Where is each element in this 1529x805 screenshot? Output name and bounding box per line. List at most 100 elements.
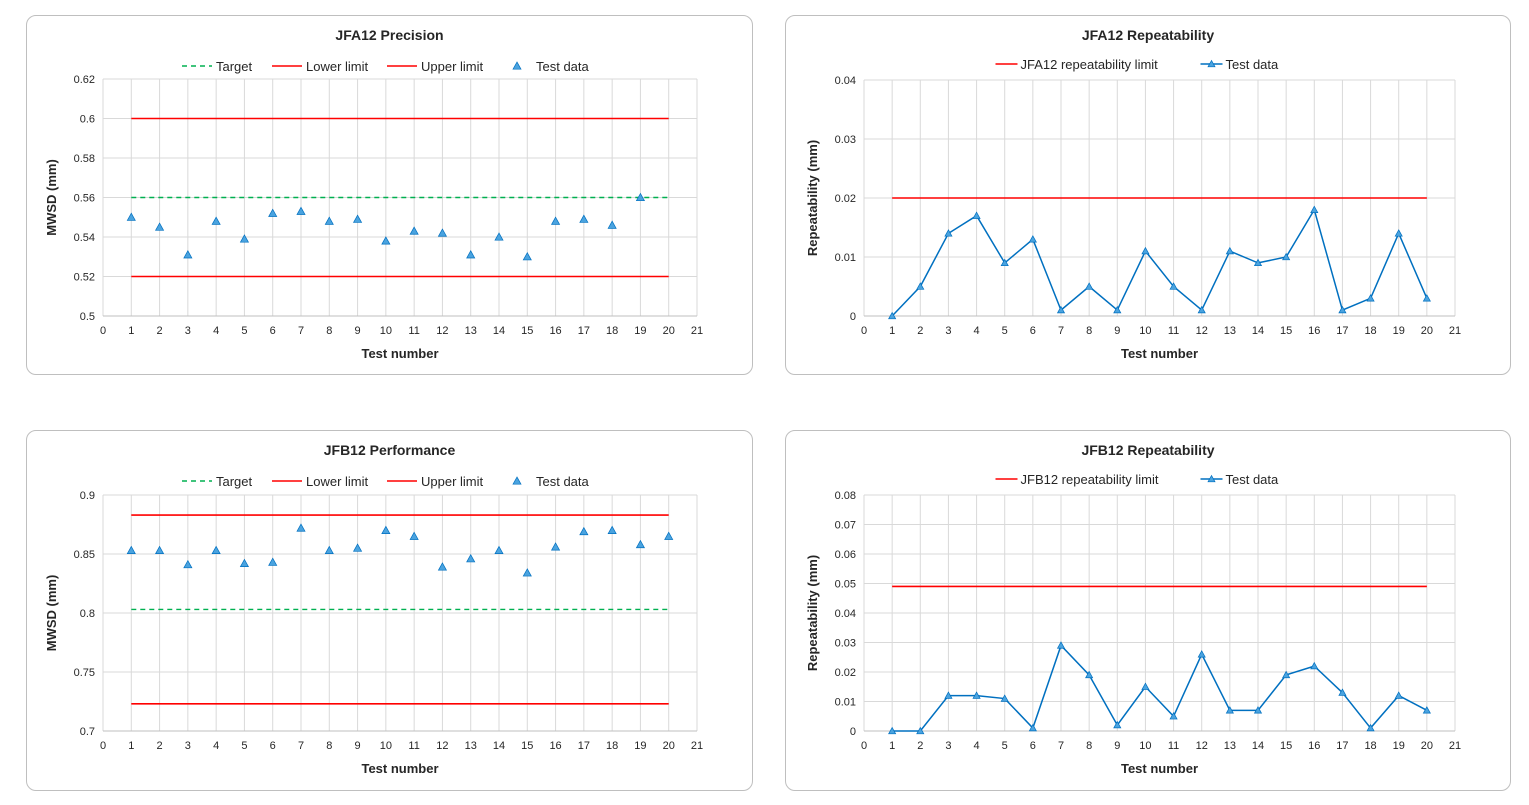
x-tick-label: 5 — [1002, 325, 1008, 337]
x-tick-label: 11 — [408, 740, 419, 752]
data-point — [1169, 282, 1178, 290]
data-point — [1141, 246, 1150, 255]
data-point — [607, 220, 617, 229]
chart-svg: JFA12 Precision 0.5 0.52 0.54 0.56 0.58 0.6 0.6… — [44, 27, 703, 361]
x-tick-label: 1 — [889, 740, 895, 752]
x-tick-label: 0 — [100, 740, 106, 752]
x-tick-label: 21 — [1449, 740, 1461, 752]
x-tick-label: 9 — [1114, 325, 1120, 337]
x-tick-label: 2 — [157, 740, 163, 752]
x-tick-label: 12 — [1196, 740, 1208, 752]
data-point — [239, 234, 250, 243]
x-tick-label: 3 — [945, 740, 951, 752]
data-point — [1338, 688, 1347, 696]
x-tick-label: 13 — [465, 740, 477, 752]
x-tick-label: 7 — [1058, 740, 1064, 752]
x-tick-label: 20 — [1421, 325, 1433, 337]
y-tick-label: 0.08 — [835, 490, 856, 502]
chart-svg: JFB12 Repeatability 0 0.01 0.02 0.03 0.04 0.05… — [805, 442, 1461, 776]
x-tick-label: 9 — [355, 740, 361, 752]
x-tick-label: 21 — [691, 740, 703, 752]
legend-data-marker-swatch — [1207, 474, 1216, 483]
legend-data-marker-swatch — [1207, 59, 1216, 68]
x-tick-label: 5 — [241, 740, 247, 752]
data-point — [381, 236, 391, 245]
data-point — [1366, 723, 1375, 732]
x-tick-label: 2 — [917, 325, 923, 337]
data-point — [126, 212, 136, 221]
chart-jfb12-performance: JFB12 Performance 0.7 0.75 0.8 0.85 0.9 0 1 2 3 4 5… — [26, 430, 753, 791]
data-point — [550, 216, 561, 225]
y-tick-label: 0.02 — [835, 667, 856, 679]
data-point — [579, 214, 589, 223]
data-point — [1253, 706, 1263, 714]
x-tick-label: 11 — [1168, 740, 1179, 752]
y-tick-label: 0.6 — [80, 114, 95, 126]
x-tick-label: 20 — [663, 325, 675, 337]
x-tick-label: 10 — [380, 325, 392, 337]
x-tick-label: 21 — [691, 325, 703, 337]
y-tick-label: 0.9 — [80, 490, 95, 502]
x-tick-label: 11 — [408, 325, 419, 337]
legend-label: Test data — [1226, 472, 1280, 487]
x-tick-label: 6 — [270, 740, 276, 752]
data-point — [1113, 305, 1122, 314]
y-axis-label: Repeatability (mm) — [805, 555, 820, 671]
x-tick-label: 17 — [578, 325, 590, 337]
x-tick-label: 6 — [1030, 325, 1036, 337]
x-tick-label: 0 — [100, 325, 106, 337]
legend-label: Lower limit — [306, 474, 369, 489]
data-point — [409, 226, 419, 235]
data-point — [888, 311, 897, 320]
x-tick-label: 21 — [1449, 325, 1461, 337]
x-tick-label: 16 — [549, 740, 561, 752]
x-tick-label: 9 — [1114, 740, 1120, 752]
x-tick-label: 4 — [213, 325, 219, 337]
x-tick-label: 1 — [128, 740, 134, 752]
data-point — [1225, 246, 1234, 255]
x-tick-label: 16 — [1308, 325, 1320, 337]
y-tick-label: 0.03 — [835, 638, 856, 650]
chart-title: JFA12 Repeatability — [1082, 27, 1214, 43]
data-point — [1225, 706, 1234, 714]
data-point — [944, 229, 953, 237]
data-point — [409, 531, 419, 540]
y-tick-label: 0.7 — [80, 726, 95, 738]
x-tick-label: 10 — [1139, 740, 1151, 752]
data-point — [1056, 641, 1066, 649]
x-tick-label: 0 — [861, 325, 867, 337]
data-point — [1141, 682, 1150, 690]
data-point — [437, 562, 448, 571]
x-tick-label: 14 — [1252, 325, 1264, 337]
chart-jfa12-precision: JFA12 Precision 0.5 0.52 0.54 0.56 0.58 0.6 0.6… — [26, 15, 753, 375]
data-point — [1366, 294, 1375, 302]
legend-label: Test data — [536, 59, 590, 74]
y-tick-label: 0.54 — [74, 232, 95, 244]
chart-title: JFB12 Performance — [324, 442, 456, 458]
x-tick-label: 5 — [241, 325, 247, 337]
legend-label: Upper limit — [421, 474, 484, 489]
data-point — [1113, 720, 1122, 729]
x-tick-label: 7 — [1058, 325, 1064, 337]
data-point — [1282, 252, 1291, 261]
x-tick-label: 8 — [326, 325, 332, 337]
x-tick-label: 15 — [521, 325, 533, 337]
x-tick-label: 1 — [128, 325, 134, 337]
legend-label: Test data — [1226, 57, 1280, 72]
x-tick-label: 1 — [889, 325, 895, 337]
data-point — [352, 214, 363, 223]
data-point — [154, 222, 165, 231]
data-point — [1085, 670, 1094, 679]
y-tick-label: 0.01 — [835, 697, 856, 709]
y-tick-label: 0.8 — [80, 608, 95, 620]
x-tick-label: 13 — [1224, 740, 1236, 752]
data-point — [972, 691, 981, 699]
data-point — [494, 545, 504, 555]
x-tick-label: 12 — [436, 740, 448, 752]
data-point — [466, 553, 476, 563]
data-point — [1422, 294, 1431, 302]
chart-title: JFB12 Repeatability — [1081, 442, 1214, 458]
legend-label: Test data — [536, 474, 590, 489]
